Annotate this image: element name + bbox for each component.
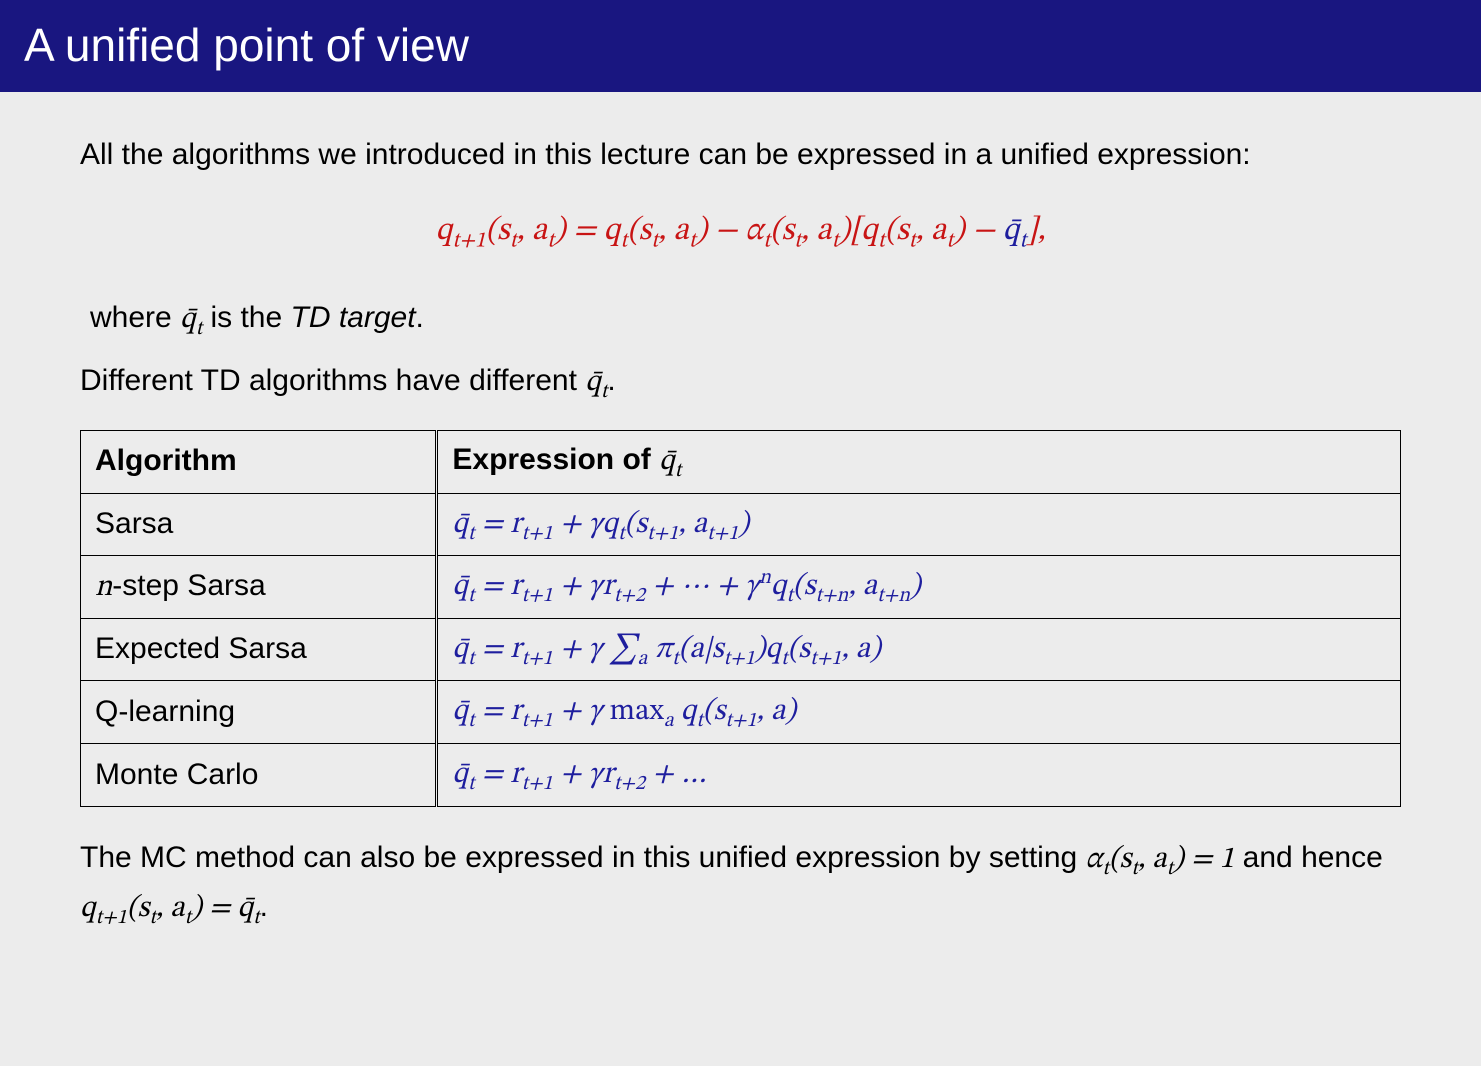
algo-name-cell: Sarsa <box>81 493 437 556</box>
equation-red-end: ], <box>1026 215 1045 247</box>
table-header-row: Algorithm Expression of q̄t <box>81 430 1401 493</box>
outro-prefix: The MC method can also be expressed in t… <box>80 841 1086 874</box>
outro-mid: and hence <box>1234 841 1382 874</box>
algo-name-cell: Q-learning <box>81 681 437 744</box>
diff-qbar: q̄t <box>585 368 607 398</box>
equation-qbar: q̄t <box>1003 215 1027 247</box>
outro-math-alpha: αt(st, at) = 1 <box>1086 845 1235 875</box>
th-algorithm: Algorithm <box>81 430 437 493</box>
outro-text: The MC method can also be expressed in t… <box>80 835 1401 934</box>
algo-expr-cell: q̄t = rt+1 + γqt(st+1, at+1) <box>437 493 1401 556</box>
algo-expr-cell: q̄t = rt+1 + γ ∑a πt(a|st+1)qt(st+1, a) <box>437 618 1401 681</box>
table-row: Q-learning q̄t = rt+1 + γ maxa qt(st+1, a… <box>81 681 1401 744</box>
algo-expr-cell: q̄t = rt+1 + γrt+2 + … <box>437 744 1401 807</box>
th-expression-qbar: q̄t <box>659 447 681 477</box>
algo-expression: q̄t = rt+1 + γqt(st+1, at+1) <box>452 510 749 540</box>
where-line: where q̄t is the TD target. <box>90 295 1401 345</box>
algo-expr-cell: q̄t = rt+1 + γ maxa qt(st+1, a) <box>437 681 1401 744</box>
table-row: n-step Sarsa q̄t = rt+1 + γrt+2 + ⋯ + γnq… <box>81 556 1401 619</box>
algo-name-cell: n-step Sarsa <box>81 556 437 619</box>
td-target-term: TD target <box>291 301 416 334</box>
algo-name-cell: Expected Sarsa <box>81 618 437 681</box>
algo-expression: q̄t = rt+1 + γrt+2 + ⋯ + γnqt(st+n, at+n… <box>452 572 920 602</box>
diff-end: . <box>607 364 615 397</box>
diff-prefix: Different TD algorithms have different <box>80 364 585 397</box>
outro-end: . <box>260 890 268 923</box>
slide-title: A unified point of view <box>0 0 1481 92</box>
where-end: . <box>416 301 424 334</box>
outro-math-q: qt+1(st, at) = q̄t <box>80 894 260 924</box>
unified-equation: qt+1(st, at) = qt(st, at) − αt(st, at)[q… <box>80 207 1401 259</box>
where-mid: is the <box>202 301 290 334</box>
where-prefix: where <box>90 301 180 334</box>
algo-expr-cell: q̄t = rt+1 + γrt+2 + ⋯ + γnqt(st+n, at+n… <box>437 556 1401 619</box>
equation-red-part: qt+1(st, at) = qt(st, at) − αt(st, at)[q… <box>436 215 1003 247</box>
slide-body: All the algorithms we introduced in this… <box>0 92 1481 988</box>
th-expression: Expression of q̄t <box>437 430 1401 493</box>
algorithms-table: Algorithm Expression of q̄t Sarsa q̄t = r… <box>80 430 1401 807</box>
algo-expression: q̄t = rt+1 + γ maxa qt(st+1, a) <box>452 697 796 727</box>
table-row: Sarsa q̄t = rt+1 + γqt(st+1, at+1) <box>81 493 1401 556</box>
diff-line: Different TD algorithms have different q… <box>80 358 1401 408</box>
table-body: Sarsa q̄t = rt+1 + γqt(st+1, at+1) n-step … <box>81 493 1401 806</box>
intro-text: All the algorithms we introduced in this… <box>80 132 1401 179</box>
table-row: Expected Sarsa q̄t = rt+1 + γ ∑a πt(a|st+… <box>81 618 1401 681</box>
where-qbar: q̄t <box>180 305 202 335</box>
algo-name-cell: Monte Carlo <box>81 744 437 807</box>
table-row: Monte Carlo q̄t = rt+1 + γrt+2 + … <box>81 744 1401 807</box>
algo-expression: q̄t = rt+1 + γ ∑a πt(a|st+1)qt(st+1, a) <box>452 635 880 665</box>
th-expression-prefix: Expression of <box>452 443 659 476</box>
algo-expression: q̄t = rt+1 + γrt+2 + … <box>452 760 707 790</box>
